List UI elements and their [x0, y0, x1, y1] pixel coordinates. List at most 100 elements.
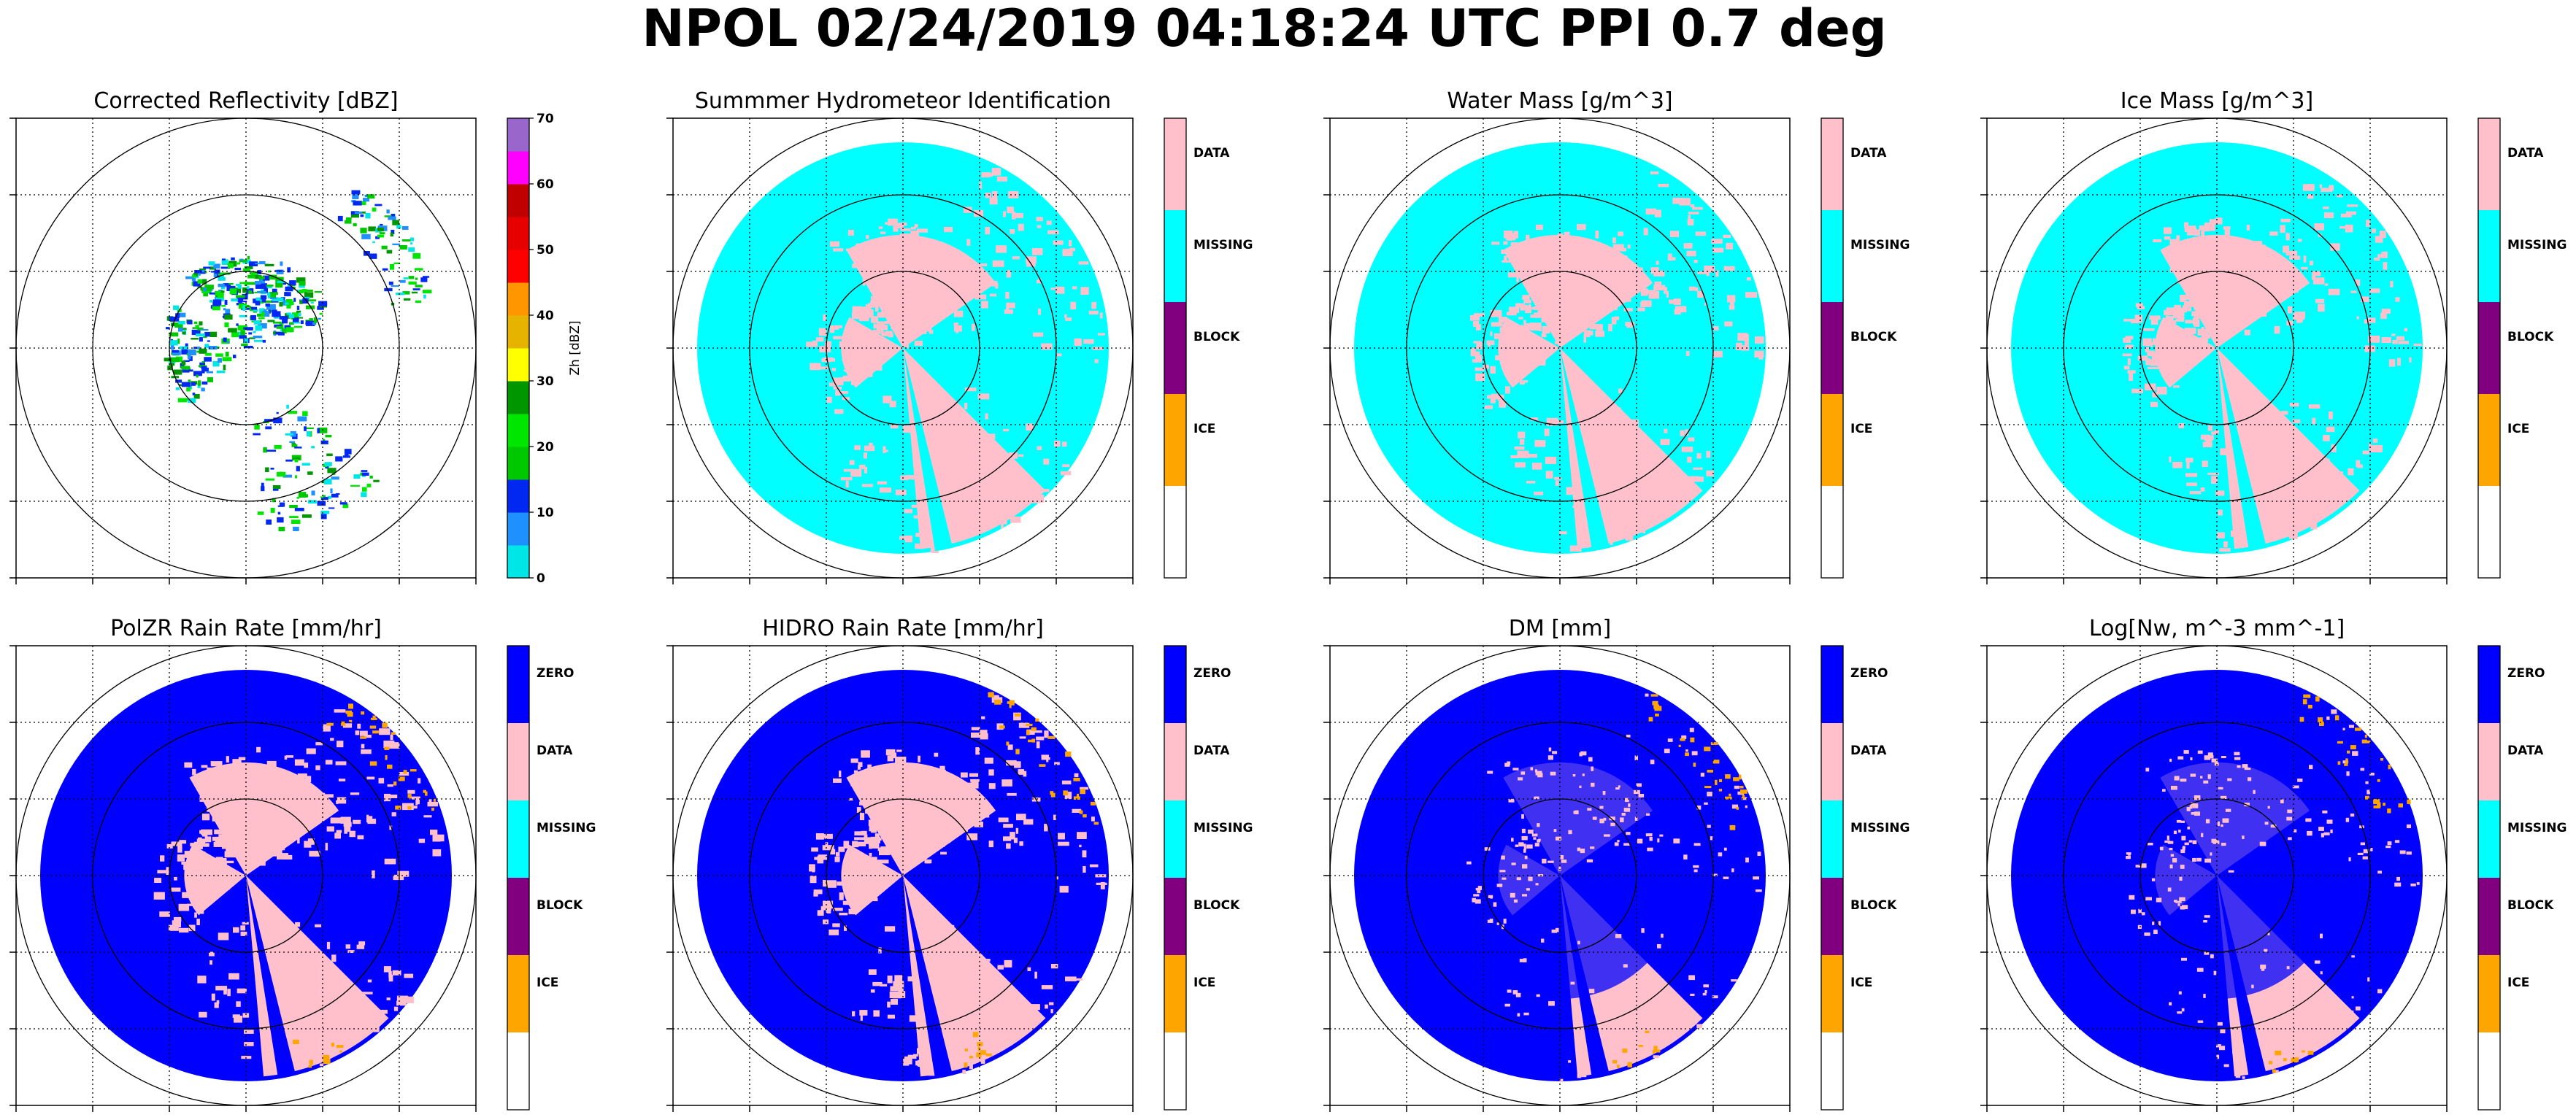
ice-cell [1648, 717, 1653, 722]
echo-cell [948, 277, 954, 281]
echo-cell [2330, 829, 2333, 833]
reflectivity-cell [268, 308, 271, 314]
echo-cell [367, 979, 372, 983]
echo-cell [423, 815, 432, 818]
reflectivity-cell [259, 277, 266, 284]
echo-cell [188, 924, 196, 932]
echo-cell [900, 820, 904, 829]
echo-cell [888, 218, 898, 226]
echo-cell [2190, 773, 2196, 777]
echo-cell [1521, 360, 1531, 365]
ice-cell [2319, 722, 2324, 726]
echo-cell [1039, 489, 1050, 493]
echo-cell [856, 309, 868, 315]
echo-cell [356, 944, 365, 949]
reflectivity-cell [225, 352, 229, 357]
echo-cell [1473, 341, 1481, 344]
echo-cell [1731, 868, 1734, 873]
echo-cell [1607, 528, 1615, 533]
reflectivity-cell [172, 350, 181, 355]
echo-cell [201, 765, 208, 768]
echo-cell [856, 243, 861, 251]
ice-cell [1047, 735, 1056, 739]
reflectivity-cell [323, 479, 332, 484]
reflectivity-cell [339, 502, 347, 505]
echo-cell [913, 515, 924, 519]
ice-cell [348, 719, 353, 723]
echo-cell [2144, 932, 2150, 936]
reflectivity-cell [279, 316, 288, 320]
echo-cell [1731, 979, 1737, 982]
reflectivity-cell [390, 264, 395, 270]
echo-cell [2180, 779, 2187, 782]
echo-cell [2183, 301, 2193, 307]
reflectivity-cell [319, 312, 323, 315]
echo-cell [331, 954, 337, 962]
echo-cell [1579, 785, 1582, 789]
echo-cell [919, 263, 926, 270]
echo-cell [1704, 990, 1707, 993]
reflectivity-cell [337, 215, 343, 222]
echo-cell [1525, 325, 1530, 333]
echo-cell [2200, 487, 2205, 492]
echo-cell [914, 289, 918, 297]
echo-cell [1501, 855, 1505, 860]
echo-cell [2394, 840, 2400, 843]
echo-cell [2399, 850, 2406, 854]
echo-cell [1523, 846, 1526, 850]
echo-cell [216, 858, 227, 863]
echo-cell [1504, 255, 1507, 263]
reflectivity-cell [361, 492, 367, 498]
range-ring [2063, 194, 2371, 502]
echo-cell [2290, 492, 2301, 498]
echo-cell [2213, 970, 2217, 976]
reflectivity-cell [253, 320, 261, 325]
echo-cell [407, 789, 415, 794]
echo-cell [2215, 217, 2223, 225]
echo-cell [1629, 268, 1632, 273]
echo-cell [222, 844, 231, 847]
ice-cell [410, 769, 417, 772]
echo-cell [860, 1014, 863, 1021]
echo-cell [1038, 278, 1042, 282]
echo-cell [224, 838, 231, 844]
echo-cell [361, 749, 372, 754]
reflectivity-cell [218, 358, 222, 363]
echo-cell [279, 951, 287, 954]
echo-cell [2270, 824, 2277, 828]
colorbar-segment [2478, 646, 2500, 723]
echo-cell [839, 892, 844, 900]
echo-cell [2158, 921, 2161, 926]
colorbar-bin [507, 414, 529, 447]
echo-cell [2396, 336, 2404, 341]
reflectivity-cell [386, 250, 393, 254]
echo-cell [1572, 505, 1580, 508]
reflectivity-cell [201, 366, 207, 369]
echo-cell [153, 892, 165, 900]
echo-cell [1537, 838, 1541, 842]
colorbar-segment [1164, 486, 1186, 578]
reflectivity-cell [289, 516, 299, 518]
colorbar-segment [2478, 486, 2500, 578]
echo-cell [853, 844, 859, 848]
colorbar-label: ZERO [2507, 666, 2545, 681]
echo-cell [833, 336, 845, 340]
echo-cell [1666, 291, 1669, 298]
ice-cell [403, 770, 407, 774]
echo-cell [2200, 776, 2203, 779]
echo-cell [2197, 328, 2208, 336]
reflectivity-cell [282, 282, 286, 285]
echo-cell [913, 240, 915, 247]
ice-cell [1039, 764, 1046, 767]
colorbar-bin [507, 118, 529, 152]
echo-cell [2142, 912, 2145, 916]
echo-cell [843, 841, 850, 849]
echo-cell [914, 224, 918, 228]
ice-cell [972, 1032, 979, 1038]
echo-cell [940, 770, 946, 775]
reflectivity-cell [350, 484, 360, 487]
echo-cell [1493, 333, 1500, 339]
echo-cell [218, 887, 230, 890]
echo-cell [218, 867, 228, 875]
